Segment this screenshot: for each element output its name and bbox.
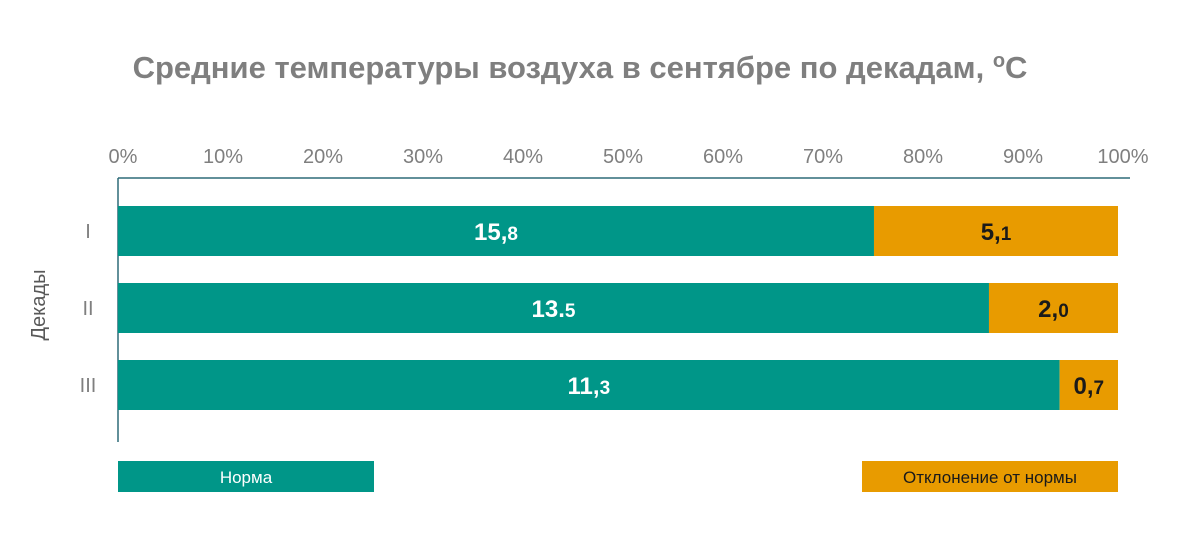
y-axis-label: Декады bbox=[28, 269, 50, 340]
legend: Норма Отклонение от нормы bbox=[118, 461, 1118, 492]
bar-segment bbox=[873, 206, 1118, 256]
bar-segment bbox=[988, 283, 1118, 333]
category-label: I bbox=[85, 221, 91, 243]
data-label: 5,1 bbox=[981, 219, 1012, 246]
legend-label: Норма bbox=[220, 468, 273, 487]
legend-label: Отклонение от нормы bbox=[903, 468, 1077, 487]
chart-title: Средние температуры воздуха в сентябре п… bbox=[133, 50, 1028, 85]
x-axis-ticks: 0% 10% 20% 30% 40% 50% 60% 70% 80% 90% 100% bbox=[109, 146, 1149, 168]
legend-swatch bbox=[862, 461, 1118, 492]
x-tick-label: 60% bbox=[703, 146, 743, 168]
bar-segment bbox=[118, 206, 874, 256]
x-tick-label: 90% bbox=[1003, 146, 1043, 168]
category-label: II bbox=[82, 298, 93, 320]
data-label: 15,8 bbox=[474, 219, 518, 246]
x-tick-label: 40% bbox=[503, 146, 543, 168]
x-tick-label: 10% bbox=[203, 146, 243, 168]
x-tick-label: 50% bbox=[603, 146, 643, 168]
x-tick-label: 20% bbox=[303, 146, 343, 168]
bar-segment bbox=[118, 360, 1060, 410]
x-tick-label: 100% bbox=[1097, 146, 1148, 168]
data-label: 2,0 bbox=[1038, 296, 1069, 323]
x-tick-label: 70% bbox=[803, 146, 843, 168]
bar-segment bbox=[118, 283, 989, 333]
data-label: 11,3 bbox=[568, 373, 611, 400]
bar-segment bbox=[1059, 360, 1118, 410]
x-tick-label: 30% bbox=[403, 146, 443, 168]
bars: 15,8 5,1 13.5 2,0 11,3 0,7 bbox=[118, 206, 1118, 410]
category-label: III bbox=[80, 375, 97, 397]
data-label: 0,7 bbox=[1074, 373, 1105, 400]
x-tick-label: 80% bbox=[903, 146, 943, 168]
legend-swatch bbox=[118, 461, 374, 492]
x-tick-label: 0% bbox=[109, 146, 138, 168]
data-label: 13.5 bbox=[532, 296, 576, 323]
